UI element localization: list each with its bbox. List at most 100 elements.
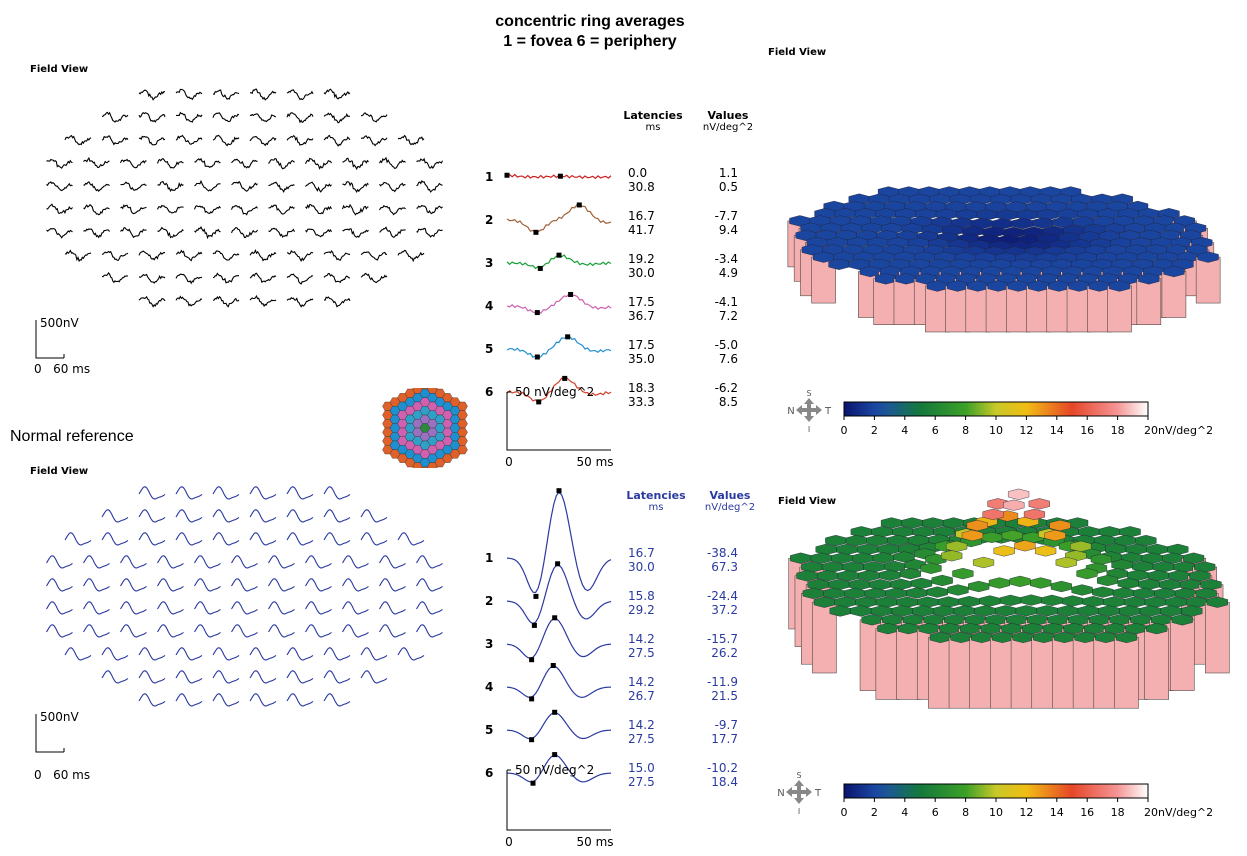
colorbar-tick-label: 18 <box>1111 424 1125 437</box>
trace <box>194 179 221 192</box>
hex-column <box>1052 637 1077 709</box>
hex-cell <box>810 552 832 564</box>
trace <box>379 182 406 193</box>
trace <box>360 251 388 261</box>
legend-hex <box>457 445 468 455</box>
hex-cell <box>885 587 907 599</box>
trace <box>249 113 277 123</box>
trace <box>416 601 443 615</box>
trace <box>83 156 110 169</box>
trace <box>120 226 147 239</box>
ring-number: 1 <box>485 551 493 565</box>
value-cell: -5.0 <box>714 338 738 352</box>
hex-cell <box>941 550 963 562</box>
hex-cell <box>1103 596 1125 608</box>
colorbar-tick-label: 4 <box>901 806 908 819</box>
hex-column <box>1136 278 1162 326</box>
value-cell: 8.5 <box>718 395 738 409</box>
hex-column <box>1010 637 1036 709</box>
trace <box>416 227 443 238</box>
ring-axis <box>506 392 611 451</box>
values-header-normal: Values <box>709 489 751 502</box>
hex-cell <box>937 596 960 608</box>
hex-cell <box>1167 543 1189 556</box>
compass-t: T <box>824 406 832 417</box>
value-cell: -9.7 <box>714 718 738 732</box>
latency-marker <box>536 399 542 405</box>
trace <box>249 248 277 262</box>
hex-cell <box>1135 534 1157 547</box>
ring-axis-x0: 0 <box>505 835 513 849</box>
trace <box>268 624 295 638</box>
hex-cell <box>1138 273 1160 285</box>
hex-cell <box>1036 605 1058 617</box>
trace <box>101 135 129 146</box>
ring-number: 6 <box>485 766 493 780</box>
latency-cell: 17.5 <box>628 295 655 309</box>
colorbar-top: 0 2 4 6 8 10 12 14 16 18 20nV/deg^2 <box>841 401 1213 437</box>
hex-cell <box>855 596 877 608</box>
latency-marker <box>531 622 537 628</box>
ring-legend-hexagon <box>382 388 468 468</box>
colorbar-tick-label: 6 <box>932 806 939 819</box>
hex-cell <box>1044 529 1066 542</box>
trace <box>120 624 147 638</box>
trace <box>268 204 295 215</box>
trace <box>212 295 240 308</box>
trace <box>46 601 73 615</box>
latencies-unit: ms <box>645 122 661 133</box>
trace <box>138 693 166 707</box>
trace <box>138 135 166 146</box>
hex-cell <box>952 567 974 580</box>
hex-cell <box>953 605 975 617</box>
trace <box>46 578 73 592</box>
latency-marker <box>504 172 510 178</box>
hex-cell <box>1009 575 1031 588</box>
hex-cell <box>1098 605 1120 617</box>
hex-cell <box>1181 605 1203 617</box>
hex-cell <box>869 578 891 591</box>
trace <box>305 181 332 193</box>
trace <box>212 693 240 707</box>
hex-cell <box>884 560 906 573</box>
trace <box>323 509 351 523</box>
trace <box>138 486 166 500</box>
hex-column <box>875 628 901 700</box>
trace <box>286 693 314 707</box>
hex-cell <box>850 526 872 538</box>
hex-cell <box>1112 587 1134 599</box>
latency-cell: 15.8 <box>628 589 655 603</box>
hex-cell <box>1077 605 1099 617</box>
trace <box>379 205 406 216</box>
normal-reference-label: Normal reference <box>10 428 134 445</box>
latency-cell: 30.0 <box>628 266 655 280</box>
trace <box>64 647 92 661</box>
trace <box>249 647 277 661</box>
trace <box>397 134 425 146</box>
value-cell: -7.7 <box>714 209 738 223</box>
hex-cell <box>858 570 880 582</box>
trace <box>212 647 240 661</box>
trace <box>157 601 184 615</box>
trace <box>341 203 369 216</box>
hex-column <box>1114 637 1139 709</box>
hex-cell <box>891 605 913 617</box>
normal-ring-traces: 1 2 3 4 5 6 0 50 ms 50 nV/deg^2 <box>485 488 614 849</box>
trace <box>212 532 240 546</box>
trace <box>175 647 203 661</box>
trace <box>101 670 129 684</box>
ring-trace-1 <box>506 491 612 594</box>
compass-n-b: N <box>777 788 784 799</box>
value-cell: 7.2 <box>718 309 738 323</box>
trace <box>286 249 314 263</box>
trace <box>360 509 388 523</box>
latency-cell: 26.7 <box>628 689 655 703</box>
trace <box>175 273 203 285</box>
trace <box>323 647 351 661</box>
trace <box>342 578 369 592</box>
trace <box>212 250 240 261</box>
trace <box>64 249 92 263</box>
values-header: Values <box>707 109 749 122</box>
latency-cell: 16.7 <box>628 209 655 223</box>
trace <box>249 294 277 308</box>
